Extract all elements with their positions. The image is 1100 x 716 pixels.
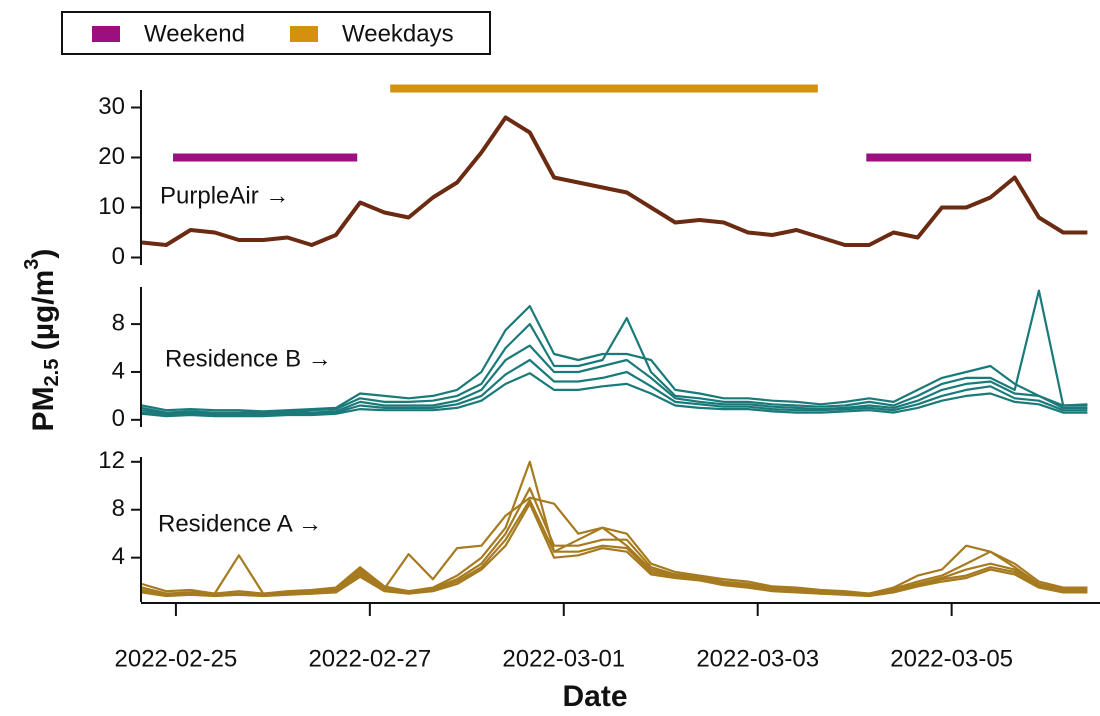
x-tick-label: 2022-02-27	[308, 645, 431, 672]
annotation: Residence B →	[165, 345, 332, 372]
x-tick-label: 2022-03-03	[696, 645, 819, 672]
y-tick-label: 0	[112, 405, 125, 432]
y-label-end: )	[27, 249, 60, 259]
period-band	[390, 84, 818, 93]
y-tick-label: 8	[112, 309, 125, 336]
y-label-sup: 3	[21, 259, 43, 270]
x-axis-label: Date	[562, 680, 627, 713]
annotation: Residence A →	[158, 510, 322, 537]
data-line	[141, 358, 1088, 417]
data-line	[141, 305, 1088, 413]
y-axis-label: PM2.5 (µg/m3)	[21, 249, 63, 432]
x-tick-label: 2022-03-01	[502, 645, 625, 672]
x-tick-label: 2022-03-05	[890, 645, 1013, 672]
y-tick-label: 8	[112, 495, 125, 522]
x-tick-label: 2022-02-25	[115, 645, 238, 672]
y-tick-label: 12	[98, 447, 125, 474]
y-tick-label: 10	[98, 193, 125, 220]
y-label-rest: (µg/m	[27, 270, 60, 359]
data-line	[141, 344, 1088, 415]
y-tick-label: 4	[112, 543, 125, 570]
legend-label: Weekdays	[342, 20, 454, 47]
data-line	[141, 115, 1088, 247]
data-line	[141, 289, 1088, 414]
y-tick-label: 0	[112, 243, 125, 270]
y-tick-label: 30	[98, 93, 125, 120]
y-label-main: PM	[27, 386, 60, 431]
period-band	[866, 153, 1032, 162]
data-line	[141, 460, 1088, 595]
period-band	[172, 153, 358, 162]
legend-label: Weekend	[144, 20, 245, 47]
y-tick-label: 20	[98, 143, 125, 170]
y-tick-label: 4	[112, 357, 125, 384]
annotation: PurpleAir →	[160, 182, 289, 209]
legend-swatch	[92, 26, 120, 42]
y-label-sub: 2.5	[41, 359, 63, 387]
legend-box	[61, 11, 491, 55]
data-line	[141, 502, 1088, 598]
data-line	[141, 372, 1088, 418]
legend-swatch	[290, 26, 318, 42]
data-line	[141, 487, 1088, 595]
